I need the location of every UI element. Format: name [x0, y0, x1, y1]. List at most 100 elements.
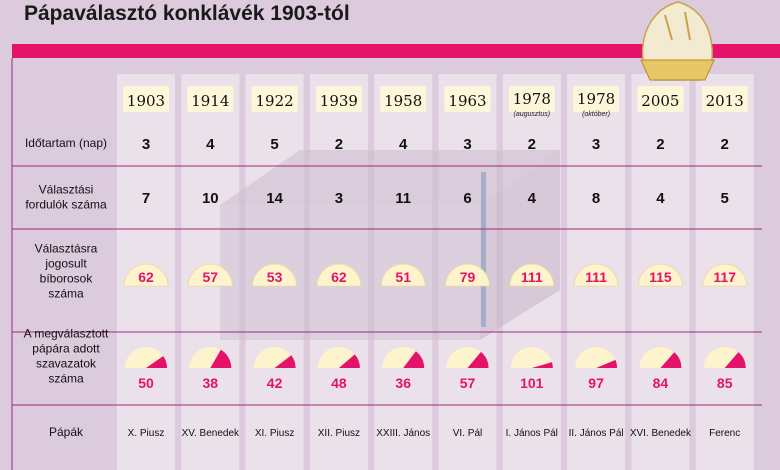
year-label: 1978 — [577, 90, 615, 108]
votes-value: 57 — [460, 375, 476, 391]
row-label-eligible: Választásra — [35, 242, 98, 256]
eligible-semicircle — [187, 263, 233, 287]
row-label-rounds: fordulók száma — [25, 198, 107, 212]
votes-semicircle-bg — [510, 347, 553, 368]
year-sublabel: (augusztus) — [514, 111, 551, 118]
year-box — [701, 86, 748, 112]
row-label-eligible: bíborosok — [40, 272, 94, 286]
year-label: 1963 — [448, 92, 486, 110]
votes-value: 36 — [395, 375, 411, 391]
rounds-value: 6 — [463, 190, 471, 207]
page-title: Pápaválasztó konklávék 1903-tól — [24, 2, 350, 25]
eligible-value: 53 — [267, 269, 283, 285]
votes-share-wedge — [596, 359, 618, 368]
votes-value: 48 — [331, 375, 347, 391]
duration-value: 3 — [463, 136, 471, 153]
row-label-votes: pápára adott — [32, 342, 100, 356]
votes-share-wedge — [660, 352, 682, 368]
pope-name: XV. Benedek — [182, 428, 240, 439]
rounds-value: 7 — [142, 190, 150, 207]
duration-value: 2 — [656, 136, 664, 153]
votes-value: 84 — [653, 375, 669, 391]
votes-value: 97 — [588, 375, 604, 391]
eligible-value: 111 — [585, 269, 607, 285]
year-label: 1958 — [384, 92, 422, 110]
row-label-duration: Időtartam (nap) — [25, 136, 107, 150]
year-label: 1914 — [191, 92, 229, 110]
pope-name: I. János Pál — [506, 428, 558, 439]
year-label: 2005 — [641, 92, 679, 110]
pope-name: II. János Pál — [569, 428, 624, 439]
chapel-roof-shape — [220, 150, 560, 205]
rounds-value: 14 — [266, 190, 283, 207]
eligible-value: 111 — [521, 269, 543, 285]
eligible-value: 117 — [713, 269, 736, 285]
mitre-band — [640, 59, 715, 81]
year-label: 1903 — [127, 92, 165, 110]
votes-value: 85 — [717, 375, 733, 391]
votes-share-wedge — [724, 352, 746, 368]
chapel-side-shape — [480, 150, 560, 340]
duration-value: 4 — [206, 136, 215, 153]
pope-name: XII. Piusz — [318, 428, 360, 439]
eligible-value: 62 — [331, 269, 347, 285]
row-label-votes: A megválasztott — [24, 327, 109, 341]
duration-value: 3 — [142, 136, 150, 153]
row-label-rounds: Választási — [39, 183, 94, 197]
year-box — [508, 86, 555, 112]
rounds-value: 10 — [202, 190, 219, 207]
votes-share-wedge — [467, 351, 489, 368]
votes-share-wedge — [338, 354, 360, 368]
year-box — [573, 86, 620, 112]
title-underline-bar — [12, 44, 780, 58]
eligible-semicircle — [637, 263, 683, 287]
row-label-votes: száma — [48, 372, 84, 386]
row-label-eligible: jogosult — [44, 257, 87, 271]
year-sublabel: (október) — [582, 111, 610, 118]
rounds-value: 8 — [592, 190, 600, 207]
votes-share-wedge — [274, 355, 296, 368]
eligible-value: 51 — [395, 269, 411, 285]
duration-value: 4 — [399, 136, 408, 153]
mitre-illustration — [640, 1, 715, 81]
year-box — [444, 86, 491, 112]
chimney-pipe — [481, 172, 486, 327]
mitre-ornament — [664, 11, 691, 41]
duration-value: 2 — [335, 136, 343, 153]
votes-value: 101 — [520, 375, 544, 391]
eligible-value: 79 — [460, 269, 476, 285]
votes-value: 38 — [203, 375, 219, 391]
year-box — [251, 86, 298, 112]
pope-name: Ferenc — [709, 428, 740, 439]
eligible-value: 115 — [649, 269, 672, 285]
eligible-semicircle — [316, 263, 362, 287]
eligible-value: 57 — [203, 269, 219, 285]
year-box — [123, 86, 169, 112]
eligible-semicircle — [123, 263, 169, 287]
label-panel — [12, 58, 112, 470]
year-label: 1978 — [513, 90, 551, 108]
duration-value: 2 — [528, 136, 536, 153]
eligible-semicircle — [252, 263, 298, 287]
year-box — [187, 86, 234, 112]
rounds-value: 11 — [395, 190, 411, 207]
row-label-eligible: száma — [48, 287, 84, 301]
year-box — [315, 86, 362, 112]
eligible-value: 62 — [138, 269, 154, 285]
rounds-value: 5 — [721, 190, 729, 207]
votes-value: 42 — [267, 375, 283, 391]
eligible-semicircle — [573, 263, 619, 287]
row-label-votes: szavazatok — [36, 357, 97, 371]
eligible-semicircle — [509, 263, 555, 287]
row-label-popes: Pápák — [49, 425, 84, 439]
votes-share-wedge — [146, 356, 167, 368]
sistine-chapel-illustration — [220, 150, 560, 340]
year-label: 1922 — [256, 92, 294, 110]
pope-name: VI. Pál — [453, 428, 482, 439]
eligible-semicircle — [702, 263, 748, 287]
votes-value: 50 — [138, 375, 154, 391]
duration-value: 2 — [721, 136, 729, 153]
rounds-value: 4 — [656, 190, 665, 207]
votes-semicircle-bg — [575, 347, 618, 368]
